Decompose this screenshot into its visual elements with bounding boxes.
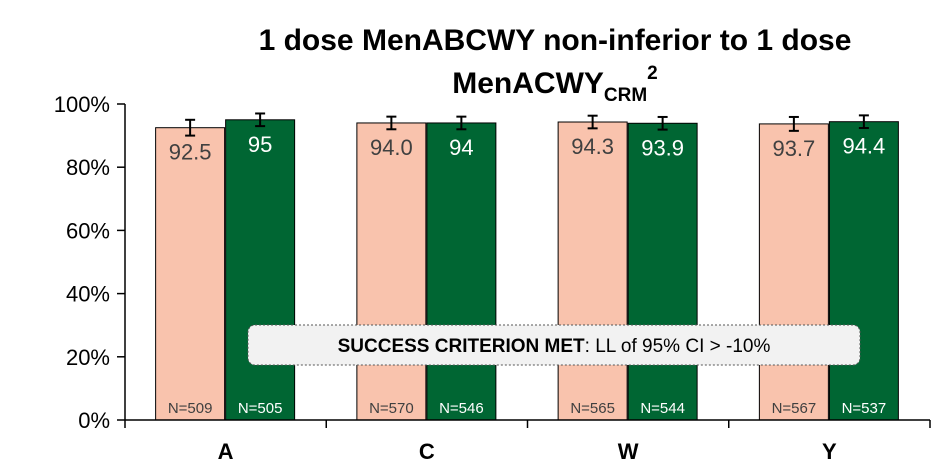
chart-title: 1 dose MenABCWY non-inferior to 1 dose — [259, 24, 852, 57]
title-text: MenACWY — [452, 67, 604, 100]
annotation-bold: SUCCESS CRITERION MET — [338, 336, 585, 357]
x-tick-label: W — [618, 439, 639, 464]
error-bar — [386, 115, 397, 131]
n-label: N=565 — [570, 400, 615, 417]
error-bar — [858, 114, 869, 130]
value-label: 94.3 — [571, 134, 614, 159]
value-label: 95 — [248, 132, 272, 157]
title-subscript: CRM — [604, 85, 647, 106]
n-label: N=537 — [842, 400, 887, 417]
bar — [758, 123, 829, 421]
title-superscript: 2 — [647, 63, 658, 84]
error-bar — [788, 115, 799, 132]
y-tick-label: 0% — [78, 408, 110, 433]
y-tick-label: 20% — [66, 345, 110, 370]
value-label: 93.9 — [641, 135, 684, 160]
bar — [225, 119, 296, 421]
bar — [356, 122, 427, 421]
value-label: 94.0 — [370, 135, 413, 160]
annotation: SUCCESS CRITERION MET: LL of 95% CI > -1… — [338, 336, 771, 357]
chart-title-line2: MenACWYCRM2 — [452, 63, 658, 106]
value-label: 94.4 — [842, 134, 885, 159]
n-label: N=567 — [772, 400, 817, 417]
n-label: N=544 — [640, 400, 685, 417]
y-tick-label: 80% — [66, 155, 110, 180]
error-bar — [255, 112, 266, 128]
error-bar — [185, 118, 196, 137]
n-label: N=570 — [369, 400, 414, 417]
bar — [557, 121, 628, 421]
x-tick-label: C — [419, 439, 435, 464]
y-tick-label: 40% — [66, 282, 110, 307]
y-tick-label: 60% — [66, 218, 110, 243]
value-label: 92.5 — [169, 140, 212, 165]
value-label: 94 — [449, 135, 473, 160]
error-bar — [456, 115, 467, 131]
bar — [426, 122, 497, 421]
x-tick-label: A — [218, 439, 234, 464]
n-label: N=505 — [238, 400, 283, 417]
value-label: 93.7 — [772, 136, 815, 161]
bar — [627, 122, 698, 421]
x-tick-label: Y — [822, 439, 837, 464]
annotation-text: : LL of 95% CI > -10% — [585, 336, 771, 357]
error-bar — [587, 114, 598, 130]
y-tick-label: 100% — [54, 92, 110, 117]
annotation-box — [247, 324, 861, 366]
n-label: N=509 — [168, 400, 213, 417]
bar — [828, 121, 899, 421]
n-label: N=546 — [439, 400, 484, 417]
bar — [155, 127, 226, 421]
error-bar — [657, 115, 668, 131]
